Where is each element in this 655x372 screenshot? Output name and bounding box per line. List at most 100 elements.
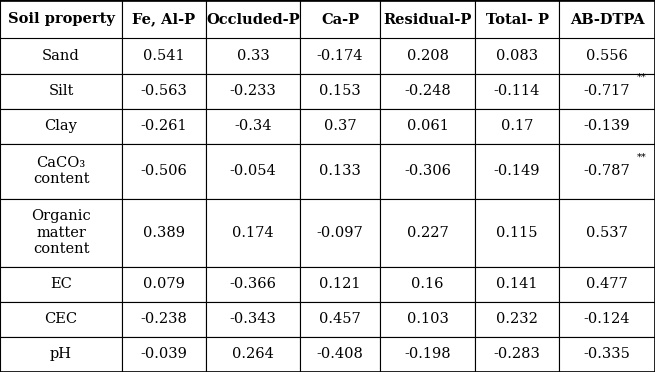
Text: -0.717: -0.717 [584, 84, 630, 98]
Text: 0.153: 0.153 [319, 84, 361, 98]
Bar [559, 38, 655, 74]
Bar [559, 109, 655, 144]
Bar [300, 266, 380, 301]
Text: 0.227: 0.227 [407, 225, 449, 240]
Bar [559, 266, 655, 301]
Bar [0, 74, 122, 109]
Text: 0.121: 0.121 [319, 277, 361, 291]
Text: -0.366: -0.366 [229, 277, 276, 291]
Text: CaCO₃
content: CaCO₃ content [33, 156, 89, 186]
Text: **: ** [637, 153, 647, 162]
Text: Total- P: Total- P [485, 13, 548, 26]
Text: Ca-P: Ca-P [321, 13, 359, 26]
Text: -0.787: -0.787 [584, 164, 630, 178]
Text: 0.33: 0.33 [236, 49, 269, 63]
Bar [122, 144, 206, 199]
Bar [380, 337, 475, 372]
Bar [206, 301, 300, 337]
Text: 0.16: 0.16 [411, 277, 443, 291]
Text: 0.115: 0.115 [496, 225, 538, 240]
Text: -0.097: -0.097 [316, 225, 364, 240]
Text: Soil property: Soil property [8, 13, 115, 26]
Bar [122, 301, 206, 337]
Bar [0, 109, 122, 144]
Bar [300, 109, 380, 144]
Text: -0.306: -0.306 [404, 164, 451, 178]
Bar [380, 74, 475, 109]
Bar [0, 199, 122, 266]
Bar [300, 301, 380, 337]
Text: 0.17: 0.17 [501, 119, 533, 133]
Bar [475, 38, 559, 74]
Bar [206, 199, 300, 266]
Text: -0.283: -0.283 [494, 347, 540, 361]
Bar [122, 109, 206, 144]
Bar [559, 199, 655, 266]
Bar [122, 38, 206, 74]
Bar [559, 301, 655, 337]
Text: -0.563: -0.563 [141, 84, 187, 98]
Bar [0, 266, 122, 301]
Text: 0.389: 0.389 [143, 225, 185, 240]
Bar [559, 144, 655, 199]
Text: 0.457: 0.457 [319, 312, 361, 326]
Text: 0.264: 0.264 [232, 347, 274, 361]
Text: -0.114: -0.114 [494, 84, 540, 98]
Bar [0, 301, 122, 337]
Bar [475, 199, 559, 266]
Bar [206, 109, 300, 144]
Text: 0.141: 0.141 [496, 277, 538, 291]
Text: -0.335: -0.335 [584, 347, 631, 361]
Text: -0.054: -0.054 [230, 164, 276, 178]
Text: -0.149: -0.149 [494, 164, 540, 178]
Bar [380, 109, 475, 144]
Text: pH: pH [50, 347, 72, 361]
Bar [206, 266, 300, 301]
Bar [380, 38, 475, 74]
Text: CEC: CEC [45, 312, 77, 326]
Text: Silt: Silt [48, 84, 73, 98]
Text: AB-DTPA: AB-DTPA [570, 13, 645, 26]
Text: **: ** [637, 73, 646, 82]
Bar [122, 74, 206, 109]
Bar [122, 337, 206, 372]
Text: Organic
matter
content: Organic matter content [31, 209, 91, 256]
Text: -0.34: -0.34 [234, 119, 272, 133]
Text: 0.103: 0.103 [407, 312, 449, 326]
Bar [0, 337, 122, 372]
Text: 0.079: 0.079 [143, 277, 185, 291]
Bar [122, 0, 206, 38]
Text: 0.208: 0.208 [407, 49, 449, 63]
Bar [475, 109, 559, 144]
Text: -0.408: -0.408 [316, 347, 364, 361]
Text: -0.124: -0.124 [584, 312, 630, 326]
Bar [300, 144, 380, 199]
Text: -0.198: -0.198 [404, 347, 451, 361]
Bar [206, 144, 300, 199]
Bar [206, 337, 300, 372]
Text: 0.174: 0.174 [232, 225, 274, 240]
Text: 0.232: 0.232 [496, 312, 538, 326]
Bar [475, 301, 559, 337]
Bar [300, 74, 380, 109]
Text: 0.541: 0.541 [143, 49, 185, 63]
Bar [475, 266, 559, 301]
Text: 0.537: 0.537 [586, 225, 628, 240]
Bar [300, 38, 380, 74]
Bar [0, 144, 122, 199]
Bar [206, 38, 300, 74]
Text: -0.174: -0.174 [317, 49, 364, 63]
Text: Residual-P: Residual-P [383, 13, 472, 26]
Text: 0.061: 0.061 [407, 119, 449, 133]
Bar [0, 0, 122, 38]
Bar [300, 199, 380, 266]
Text: Fe, Al-P: Fe, Al-P [132, 13, 196, 26]
Bar [475, 0, 559, 38]
Bar [380, 0, 475, 38]
Bar [475, 337, 559, 372]
Bar [380, 266, 475, 301]
Bar [206, 0, 300, 38]
Text: -0.343: -0.343 [229, 312, 276, 326]
Bar [475, 144, 559, 199]
Text: -0.039: -0.039 [141, 347, 187, 361]
